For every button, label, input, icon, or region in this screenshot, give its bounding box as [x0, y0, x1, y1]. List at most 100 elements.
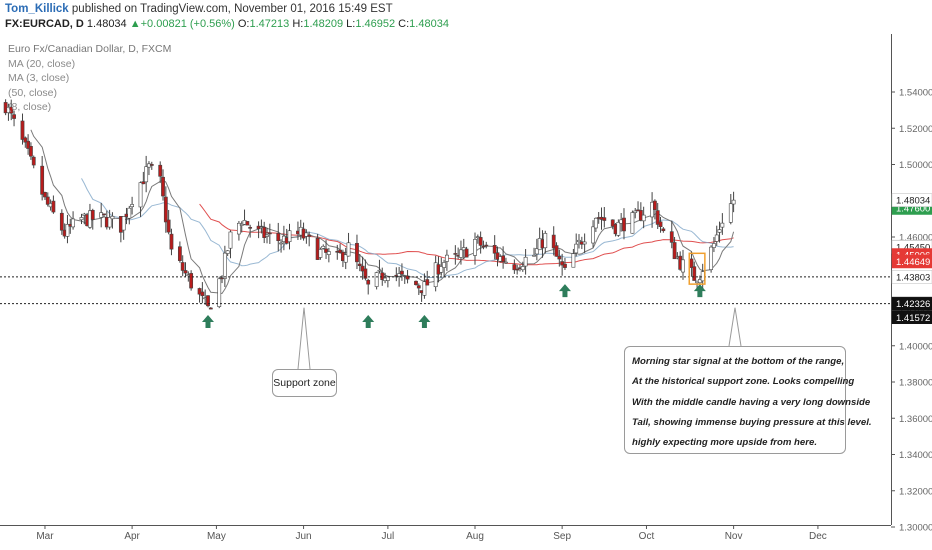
candle-body [107, 217, 112, 228]
author-link[interactable]: Tom_Killick [5, 3, 69, 15]
candle-body [661, 228, 666, 232]
morning-star-note[interactable]: Morning star signal at the bottom of the… [624, 346, 872, 454]
candle-body [79, 217, 84, 221]
note-pointer [728, 307, 742, 347]
candle-body [208, 307, 213, 310]
close-value: 1.48034 [409, 18, 449, 30]
candle-body [464, 248, 469, 258]
publish-line: Tom_Killick published on TradingView.com… [5, 3, 393, 15]
candle-body [65, 224, 70, 237]
candle-body [287, 230, 292, 242]
candle-body [593, 217, 598, 229]
time-tick-label: Apr [124, 531, 140, 542]
candle-body [141, 181, 146, 185]
candle-body [12, 114, 16, 119]
candle-body [324, 248, 328, 253]
legend-item-ma50[interactable]: (50, close) [8, 86, 58, 99]
candle-body [692, 266, 697, 281]
last-price: 1.48034 [86, 18, 127, 30]
note-line: At the historical support zone. Looks co… [632, 376, 855, 388]
note-line: With the middle candle having a very lon… [632, 396, 871, 408]
price-label-box [891, 270, 932, 284]
candle-body [357, 263, 362, 266]
time-tick-label: Mar [36, 531, 54, 542]
candle-body [630, 212, 635, 234]
candle-body [59, 212, 64, 231]
price-tick-label: 1.54000 [899, 88, 932, 99]
candle-body [180, 262, 185, 271]
candle-body [712, 243, 716, 248]
candle-body [321, 245, 326, 249]
candle-body [183, 270, 188, 274]
price-label-box [891, 296, 932, 311]
candle-body [439, 266, 444, 273]
note-line: highly expecting more upside from here. [632, 437, 817, 449]
candle-body [245, 221, 250, 226]
candle-body [433, 262, 438, 288]
candle-body [655, 210, 660, 225]
chart-header: Tom_Killick published on TradingView.com… [0, 0, 932, 34]
time-tick-label: Jul [381, 531, 394, 542]
candle-body [144, 166, 149, 183]
candlestick-chart[interactable]: 1.30000 1.32000 1.34000 1.36000 1.38000 1.400… [0, 34, 932, 550]
candle-body [20, 120, 25, 140]
candle-body [532, 254, 536, 257]
candle-body [459, 249, 463, 258]
legend-item-ma8[interactable]: (8, close) [8, 101, 52, 113]
candle-body [658, 221, 663, 228]
candle-body [279, 242, 283, 245]
candle-body [478, 237, 483, 246]
candle-body [326, 251, 331, 255]
price-label: 1.44649 [896, 257, 930, 268]
candle-body [543, 233, 548, 249]
candle-body [425, 279, 430, 286]
candle-body [338, 249, 342, 254]
ma50-line [199, 203, 734, 266]
candle-body [355, 242, 359, 263]
open-label: O: [237, 18, 250, 30]
open-value: 1.47213 [249, 18, 290, 30]
legend-title: Euro Fx/Canadian Dollar, D, FXCM [8, 43, 172, 55]
legend-item-ma3[interactable]: MA (3, close) [8, 72, 70, 84]
price-tick-label: 1.30000 [899, 523, 932, 534]
candle-body [616, 222, 621, 236]
price-label: 1.48034 [896, 196, 930, 207]
buy-arrow-icon [201, 314, 214, 328]
candle-body [622, 217, 626, 232]
legend-item-ma20[interactable]: MA (20, close) [8, 57, 76, 70]
candle-body [71, 218, 75, 228]
price-tick-label: 1.40000 [899, 341, 932, 352]
candle-body [206, 295, 210, 307]
candle-body [51, 200, 56, 213]
indicator-legend: Euro Fx/Canadian Dollar, D, FXCM MA (20,… [8, 42, 171, 115]
publish-info: published on TradingView.com, November 0… [71, 3, 393, 15]
time-tick-label: May [207, 531, 226, 542]
price-tick-label: 1.50000 [899, 160, 932, 171]
candle-body [166, 219, 171, 233]
candle-body [582, 241, 587, 245]
candle-body [276, 233, 281, 242]
buy-arrow-icon [418, 314, 431, 328]
candle-body [262, 226, 267, 238]
price-tick-label: 1.32000 [899, 486, 932, 497]
candle-body [248, 227, 253, 229]
candle-body [422, 281, 427, 296]
price-label-box [891, 193, 932, 207]
buy-arrow-icon [558, 284, 571, 298]
high-value: 1.48209 [303, 18, 344, 30]
candle-body [602, 217, 607, 221]
candle-body [416, 285, 421, 289]
time-tick-label: Jun [295, 531, 311, 542]
candle-body [366, 279, 371, 285]
support-zone-callout[interactable]: Support zone [272, 369, 337, 397]
candle-body [591, 226, 595, 244]
candle-body [110, 215, 115, 220]
candle-body [380, 272, 385, 281]
candle-body [222, 252, 227, 279]
candle-body [363, 268, 368, 279]
candle-body [197, 288, 202, 295]
candle-body [346, 242, 351, 257]
candle-body [228, 231, 233, 249]
candle-body [672, 242, 677, 260]
candle-body [45, 196, 50, 205]
